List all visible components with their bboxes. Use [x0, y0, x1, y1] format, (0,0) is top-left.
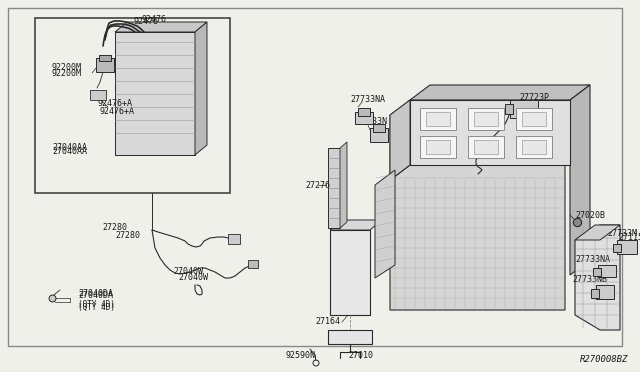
Bar — [115, 32, 195, 155]
Bar — [426, 112, 450, 126]
Bar — [596, 285, 614, 299]
Text: 27040DA: 27040DA — [78, 289, 113, 298]
Text: 27733NA: 27733NA — [575, 256, 610, 264]
Bar — [420, 108, 456, 130]
Text: 27020B: 27020B — [575, 211, 605, 219]
Text: 27733NB: 27733NB — [572, 276, 607, 285]
Bar — [248, 260, 258, 268]
Bar — [516, 108, 552, 130]
Bar — [510, 100, 538, 118]
Bar — [522, 112, 546, 126]
Text: 27040W: 27040W — [178, 273, 208, 282]
Bar — [373, 124, 385, 132]
Text: 27733N: 27733N — [357, 118, 387, 126]
Polygon shape — [390, 165, 565, 310]
Bar — [328, 148, 340, 228]
Polygon shape — [340, 142, 347, 228]
Polygon shape — [410, 100, 570, 165]
Bar — [328, 330, 372, 344]
Text: 27040AA: 27040AA — [52, 148, 87, 157]
Bar — [90, 90, 106, 100]
Bar — [474, 112, 498, 126]
Text: 92590N: 92590N — [286, 350, 316, 359]
Bar — [591, 289, 599, 298]
Bar — [522, 140, 546, 154]
Text: 27723P: 27723P — [519, 93, 549, 102]
Polygon shape — [390, 85, 590, 180]
Polygon shape — [195, 22, 207, 155]
Text: 27280: 27280 — [102, 224, 127, 232]
Text: 92200M: 92200M — [52, 68, 82, 77]
Bar — [99, 55, 111, 61]
Bar — [593, 268, 601, 276]
Polygon shape — [330, 230, 370, 315]
Polygon shape — [390, 100, 410, 180]
Polygon shape — [330, 220, 382, 230]
Text: 27040DA: 27040DA — [78, 292, 113, 301]
Bar — [468, 136, 504, 158]
Bar — [355, 112, 373, 124]
Bar — [516, 136, 552, 158]
Text: 27276: 27276 — [305, 180, 330, 189]
Text: (QTY 4D): (QTY 4D) — [78, 302, 115, 311]
Bar — [613, 244, 621, 252]
Polygon shape — [570, 85, 590, 275]
Text: 27010: 27010 — [348, 352, 373, 360]
Text: 27040AA: 27040AA — [52, 142, 87, 151]
Polygon shape — [575, 225, 620, 330]
Polygon shape — [375, 170, 395, 278]
Text: 27115: 27115 — [618, 234, 640, 243]
Bar — [358, 108, 370, 116]
Bar — [370, 128, 388, 142]
Polygon shape — [575, 225, 620, 240]
Bar — [228, 234, 240, 244]
Text: 27040W: 27040W — [173, 267, 203, 276]
Bar — [420, 136, 456, 158]
Bar — [35, 18, 230, 193]
Polygon shape — [410, 85, 590, 100]
Bar — [426, 140, 450, 154]
Bar — [505, 104, 513, 114]
Text: 92476+A: 92476+A — [100, 108, 135, 116]
Polygon shape — [115, 22, 207, 32]
Text: 27733NA: 27733NA — [350, 96, 385, 105]
Text: (QTY 4D): (QTY 4D) — [78, 299, 115, 308]
Text: 92476+A: 92476+A — [98, 99, 133, 109]
Bar — [474, 140, 498, 154]
Bar — [96, 58, 114, 72]
Bar — [468, 108, 504, 130]
Text: R270008BZ: R270008BZ — [580, 356, 628, 365]
Text: 27733M: 27733M — [607, 230, 637, 238]
Bar — [598, 265, 616, 277]
Text: 92200M: 92200M — [52, 64, 82, 73]
Text: 27164: 27164 — [315, 317, 340, 327]
Text: 92476: 92476 — [142, 16, 167, 25]
Text: 27280: 27280 — [115, 231, 140, 240]
Bar — [617, 240, 637, 254]
Text: 92476: 92476 — [133, 17, 158, 26]
